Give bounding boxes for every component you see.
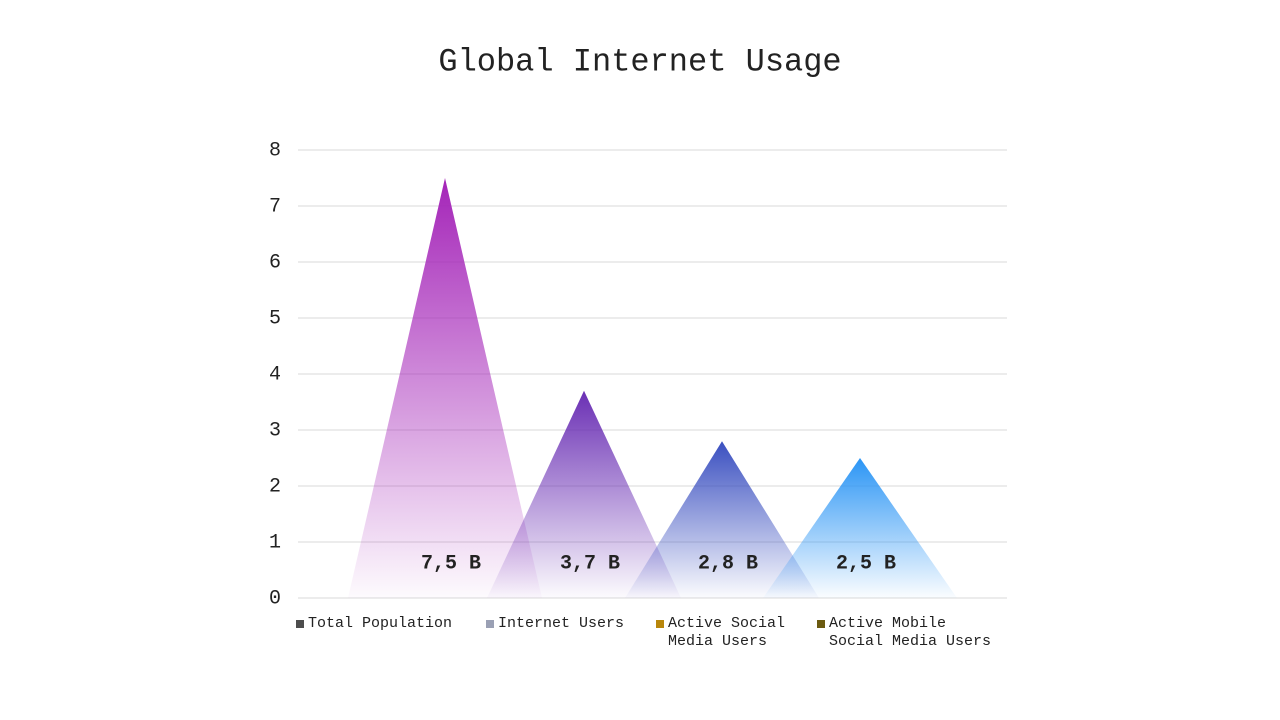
data-label: 2,5 B (836, 552, 896, 575)
triangle-bar (487, 390, 681, 598)
y-tick-label: 5 (269, 307, 281, 330)
y-tick-label: 2 (269, 475, 281, 498)
legend-item: Total Population (296, 615, 476, 633)
y-tick-label: 7 (269, 195, 281, 218)
legend-item: Active Social Media Users (656, 615, 806, 651)
triangle-bar (625, 441, 819, 598)
data-label: 7,5 B (421, 552, 481, 575)
y-tick-label: 1 (269, 531, 281, 554)
y-tick-label: 8 (269, 139, 281, 162)
chart-title: Global Internet Usage (438, 43, 841, 80)
legend-label: Internet Users (498, 615, 625, 632)
y-tick-label: 3 (269, 419, 281, 442)
legend-label: Active Social Media Users (668, 615, 786, 650)
legend-swatch (656, 620, 664, 628)
data-label: 2,8 B (698, 552, 758, 575)
legend-swatch (486, 620, 494, 628)
legend-item: Internet Users (486, 615, 646, 633)
legend-swatch (817, 620, 825, 628)
legend-label: Active Mobile Social Media Users (829, 615, 992, 650)
y-tick-label: 0 (269, 587, 281, 610)
triangle-bar (763, 458, 957, 598)
data-label: 3,7 B (560, 552, 620, 575)
legend-swatch (296, 620, 304, 628)
legend-label: Total Population (308, 615, 453, 632)
triangle-bar (348, 178, 542, 598)
y-tick-label: 4 (269, 363, 281, 386)
y-tick-label: 6 (269, 251, 281, 274)
legend-item: Active Mobile Social Media Users (817, 615, 1007, 651)
